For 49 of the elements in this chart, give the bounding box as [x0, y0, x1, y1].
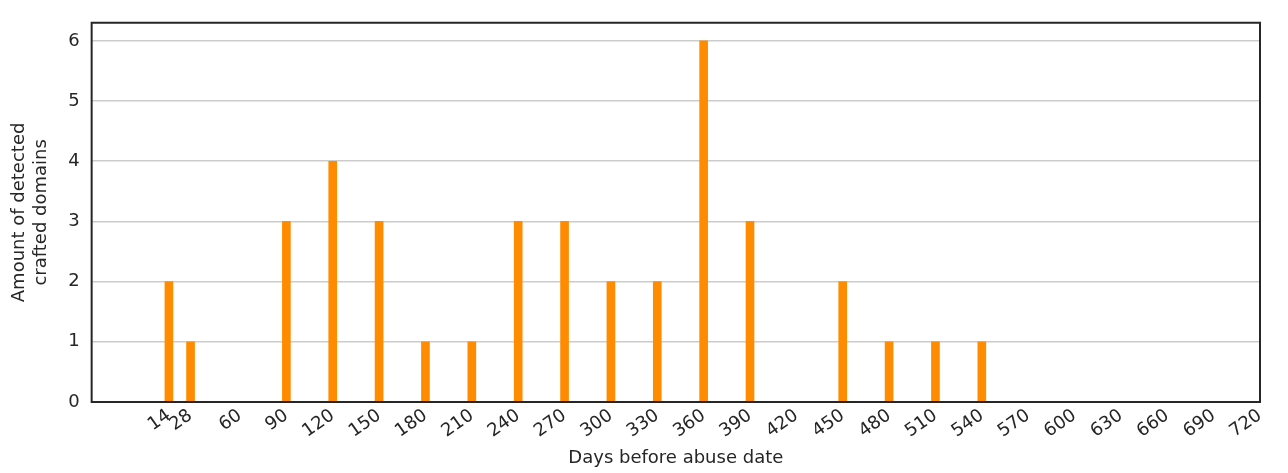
x-tick-label: 690: [1178, 403, 1219, 441]
bar: [328, 160, 338, 402]
y-tick-label: 0: [68, 389, 80, 411]
x-tick-label: 300: [575, 403, 616, 441]
y-tick-label: 3: [68, 209, 80, 231]
x-tick-label: 630: [1085, 403, 1126, 441]
bar: [977, 341, 987, 402]
bar: [374, 221, 384, 402]
bar: [931, 341, 940, 402]
x-tick-label: 360: [668, 403, 709, 441]
x-tick-label: 60: [214, 403, 245, 435]
x-tick-label: 180: [390, 403, 431, 441]
x-tick-label: 210: [436, 403, 477, 441]
bar: [838, 281, 848, 402]
x-tick-label: 510: [900, 403, 941, 441]
bar: [606, 281, 616, 402]
bar: [164, 281, 174, 402]
x-axis-title: Days before abuse date: [568, 445, 784, 467]
x-tick-label: 480: [853, 403, 895, 441]
x-tick-label: 720: [1224, 403, 1265, 441]
bar: [560, 221, 569, 402]
y-tick-label: 6: [68, 28, 80, 50]
x-tick-label: 540: [946, 403, 987, 441]
bar: [699, 40, 708, 402]
bar: [652, 281, 662, 402]
bar: [467, 341, 477, 402]
x-tick-label: 450: [807, 403, 848, 441]
bar: [513, 221, 523, 402]
y-axis-title: Amount of detected crafted domains: [7, 122, 51, 303]
bar: [745, 221, 755, 402]
bar: [421, 341, 430, 402]
y-tick-label: 1: [68, 329, 80, 351]
x-tick-label: 90: [260, 403, 292, 435]
x-tick-label: 420: [761, 403, 802, 441]
y-tick-label: 5: [68, 88, 80, 110]
bar: [282, 221, 291, 402]
x-tick-label: 240: [483, 403, 524, 441]
bar: [884, 341, 894, 402]
x-tick-label: 120: [297, 403, 338, 441]
x-tick-label: 660: [1132, 403, 1173, 441]
x-tick-label: 570: [992, 403, 1034, 441]
y-tick-label: 4: [68, 148, 80, 170]
bar: [186, 341, 195, 402]
x-tick-label: 150: [343, 403, 385, 441]
x-tick-label: 270: [529, 403, 570, 441]
x-tick-label: 390: [714, 403, 755, 441]
y-tick-label: 2: [68, 269, 80, 291]
x-tick-label: 330: [622, 403, 663, 441]
x-tick-label: 600: [1039, 403, 1080, 441]
